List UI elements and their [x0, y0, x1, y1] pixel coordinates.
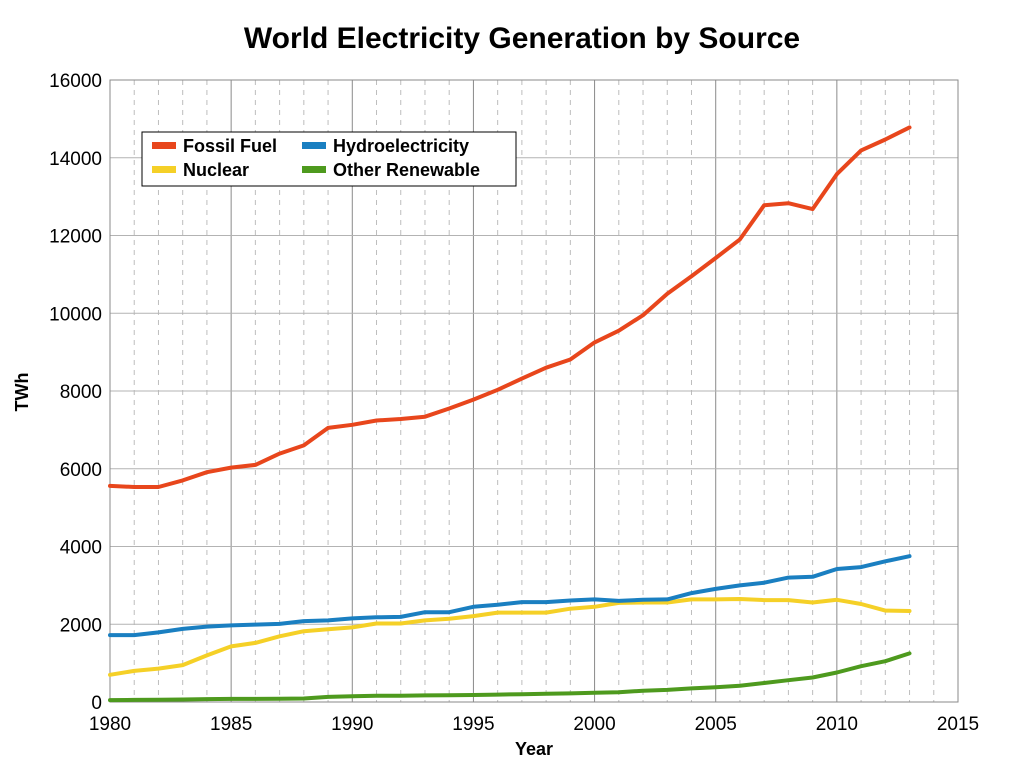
- legend-label-other-renewable: Other Renewable: [333, 160, 480, 180]
- legend-label-hydroelectricity: Hydroelectricity: [333, 136, 469, 156]
- legend-swatch-other-renewable: [302, 166, 326, 173]
- legend-label-nuclear: Nuclear: [183, 160, 249, 180]
- legend-box: [141, 131, 517, 187]
- legend-label-fossil-fuel: Fossil Fuel: [183, 136, 277, 156]
- legend: Fossil Fuel Hydroelectricity Nuclear Other …: [141, 131, 517, 187]
- y-tick-label: 2000: [60, 615, 102, 636]
- legend-swatch-fossil-fuel: [152, 142, 176, 149]
- y-tick-label: 10000: [49, 304, 102, 325]
- x-axis-label: Year: [515, 739, 553, 759]
- y-tick-label: 8000: [60, 382, 102, 403]
- x-tick-label: 1985: [210, 714, 252, 735]
- plot-frame: [109, 79, 959, 703]
- y-tick-label: 4000: [60, 538, 102, 559]
- axes: [109, 79, 959, 703]
- series-line-hydroelectricity: [108, 554, 912, 638]
- x-tick-label: 2015: [937, 714, 979, 735]
- series-lines: [108, 125, 912, 703]
- y-tick-label: 6000: [60, 460, 102, 481]
- x-tick-label: 2005: [695, 714, 737, 735]
- y-tick-label: 0: [91, 693, 102, 714]
- chart-title: World Electricity Generation by Source: [243, 22, 801, 55]
- x-tick-label: 1980: [89, 714, 131, 735]
- series-line-nuclear: [108, 597, 912, 677]
- y-tick-label: 12000: [49, 227, 102, 248]
- x-tick-label: 2000: [573, 714, 615, 735]
- tick-labels: 0 2000 4000 6000 8000 10000 12000 14000 16000 198…: [49, 71, 979, 735]
- y-axis-label: TWh: [12, 373, 32, 412]
- y-tick-label: 16000: [49, 71, 102, 92]
- series-line-fossil-fuel: [108, 125, 912, 489]
- x-tick-label: 1995: [452, 714, 494, 735]
- legend-swatch-hydroelectricity: [302, 142, 326, 149]
- legend-swatch-nuclear: [152, 166, 176, 173]
- x-tick-label: 1990: [331, 714, 373, 735]
- x-tick-label: 2010: [816, 714, 858, 735]
- series-line-other-renewable: [108, 651, 912, 703]
- y-tick-label: 14000: [49, 149, 102, 170]
